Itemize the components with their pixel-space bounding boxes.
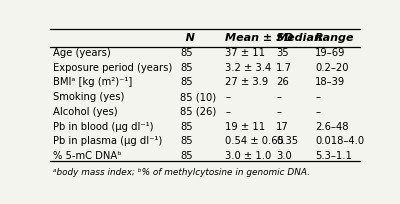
Text: Exposure period (years): Exposure period (years) (53, 62, 172, 72)
Text: –: – (225, 106, 230, 116)
Text: Pb in blood (µg dl⁻¹): Pb in blood (µg dl⁻¹) (53, 121, 154, 131)
Text: 18–39: 18–39 (315, 77, 345, 87)
Text: Median: Median (276, 33, 322, 43)
Text: –: – (225, 92, 230, 102)
Text: 85: 85 (180, 121, 193, 131)
Text: –: – (315, 106, 320, 116)
Text: 0.018–4.0: 0.018–4.0 (315, 136, 364, 146)
Text: N: N (180, 33, 195, 43)
Text: 2.6–48: 2.6–48 (315, 121, 348, 131)
Text: Alcohol (yes): Alcohol (yes) (53, 106, 118, 116)
Text: Mean ± SD: Mean ± SD (225, 33, 294, 43)
Text: 37 ± 11: 37 ± 11 (225, 48, 265, 58)
Text: 17: 17 (276, 121, 289, 131)
Text: ᵃbody mass index; ᵇ% of methylcytosine in genomic DNA.: ᵃbody mass index; ᵇ% of methylcytosine i… (53, 167, 310, 176)
Text: 0.35: 0.35 (276, 136, 298, 146)
Text: 0.2–20: 0.2–20 (315, 62, 348, 72)
Text: 35: 35 (276, 48, 289, 58)
Text: 26: 26 (276, 77, 289, 87)
Text: 85 (10): 85 (10) (180, 92, 216, 102)
Text: 0.54 ± 0.65: 0.54 ± 0.65 (225, 136, 284, 146)
Text: Smoking (yes): Smoking (yes) (53, 92, 124, 102)
Text: –: – (276, 92, 281, 102)
Text: % 5-mC DNAᵇ: % 5-mC DNAᵇ (53, 150, 122, 160)
Text: 5.3–1.1: 5.3–1.1 (315, 150, 352, 160)
Text: 85: 85 (180, 62, 193, 72)
Text: 27 ± 3.9: 27 ± 3.9 (225, 77, 268, 87)
Text: 85: 85 (180, 150, 193, 160)
Text: Age (years): Age (years) (53, 48, 111, 58)
Text: 19 ± 11: 19 ± 11 (225, 121, 265, 131)
Text: 3.0: 3.0 (276, 150, 292, 160)
Text: 3.0 ± 1.0: 3.0 ± 1.0 (225, 150, 271, 160)
Text: Pb in plasma (µg dl⁻¹): Pb in plasma (µg dl⁻¹) (53, 136, 162, 146)
Text: Range: Range (315, 33, 354, 43)
Text: –: – (276, 106, 281, 116)
Text: 85 (26): 85 (26) (180, 106, 216, 116)
Text: BMIᵃ [kg (m²)⁻¹]: BMIᵃ [kg (m²)⁻¹] (53, 77, 132, 87)
Text: –: – (315, 92, 320, 102)
Text: 19–69: 19–69 (315, 48, 346, 58)
Text: 85: 85 (180, 136, 193, 146)
Text: 85: 85 (180, 48, 193, 58)
Text: 3.2 ± 3.4: 3.2 ± 3.4 (225, 62, 271, 72)
Text: 1.7: 1.7 (276, 62, 292, 72)
Text: 85: 85 (180, 77, 193, 87)
